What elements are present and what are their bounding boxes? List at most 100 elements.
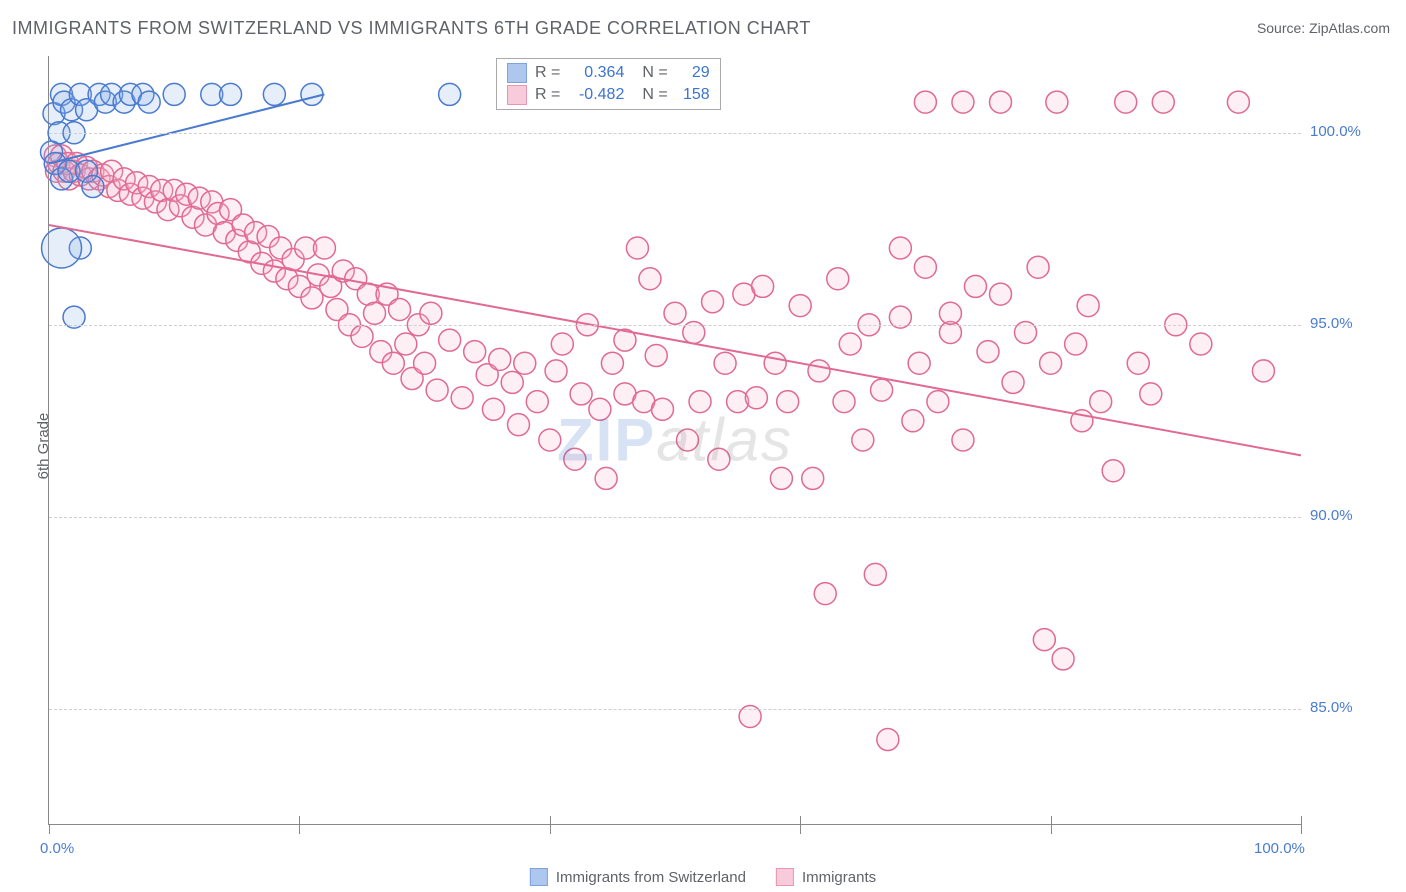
data-point — [645, 345, 667, 367]
data-point — [1040, 352, 1062, 374]
legend-label: Immigrants — [802, 869, 876, 886]
data-point — [802, 467, 824, 489]
x-tick-label: 0.0% — [40, 840, 74, 857]
data-point — [1065, 333, 1087, 355]
gridline-v — [299, 816, 300, 824]
correlation-stat-box: R = 0.364 N = 29 R = -0.482 N = 158 — [496, 58, 721, 110]
data-point — [313, 237, 335, 259]
y-tick-label: 95.0% — [1310, 315, 1353, 332]
gridline-v — [800, 816, 801, 824]
data-point — [263, 83, 285, 105]
gridline-v — [1051, 816, 1052, 824]
data-point — [589, 398, 611, 420]
legend-label: Immigrants from Switzerland — [556, 869, 746, 886]
data-point — [301, 83, 323, 105]
data-point — [439, 83, 461, 105]
data-point — [220, 83, 242, 105]
stat-n-value: 29 — [676, 64, 710, 82]
swatch-icon — [530, 868, 548, 886]
swatch-icon — [507, 63, 527, 83]
data-point — [420, 302, 442, 324]
data-point — [639, 268, 661, 290]
data-point — [914, 256, 936, 278]
data-point — [990, 91, 1012, 113]
data-point — [1152, 91, 1174, 113]
y-tick-label: 100.0% — [1310, 123, 1361, 140]
data-point — [364, 302, 386, 324]
data-point — [664, 302, 686, 324]
data-point — [677, 429, 699, 451]
source-label: Source: ZipAtlas.com — [1257, 20, 1390, 36]
stat-r-value: -0.482 — [568, 86, 624, 104]
data-point — [482, 398, 504, 420]
data-point — [1252, 360, 1274, 382]
data-point — [990, 283, 1012, 305]
x-tick — [1051, 824, 1052, 834]
y-tick-label: 85.0% — [1310, 699, 1353, 716]
data-point — [570, 383, 592, 405]
data-point — [451, 387, 473, 409]
stat-r-value: 0.364 — [568, 64, 624, 82]
data-point — [82, 176, 104, 198]
data-point — [952, 429, 974, 451]
data-point — [1090, 391, 1112, 413]
data-point — [1115, 91, 1137, 113]
stat-label: N = — [642, 86, 667, 104]
data-point — [539, 429, 561, 451]
data-point — [833, 391, 855, 413]
data-point — [489, 348, 511, 370]
gridline-h — [49, 325, 1301, 326]
data-point — [864, 563, 886, 585]
data-point — [651, 398, 673, 420]
data-point — [889, 237, 911, 259]
data-point — [163, 83, 185, 105]
y-tick-label: 90.0% — [1310, 507, 1353, 524]
data-point — [382, 352, 404, 374]
data-point — [745, 387, 767, 409]
gridline-h — [49, 709, 1301, 710]
data-point — [877, 729, 899, 751]
data-point — [601, 352, 623, 374]
data-point — [439, 329, 461, 351]
data-point — [714, 352, 736, 374]
data-point — [914, 91, 936, 113]
data-point — [351, 325, 373, 347]
data-point — [927, 391, 949, 413]
data-point — [1027, 256, 1049, 278]
stat-label: R = — [535, 86, 560, 104]
data-point — [1033, 629, 1055, 651]
x-tick — [1301, 824, 1302, 834]
stat-row-b: R = -0.482 N = 158 — [507, 85, 710, 105]
gridline-v — [1301, 816, 1302, 824]
data-point — [702, 291, 724, 313]
gridline-h — [49, 133, 1301, 134]
x-tick — [49, 824, 50, 834]
data-point — [138, 91, 160, 113]
data-point — [426, 379, 448, 401]
data-point — [764, 352, 786, 374]
data-point — [814, 583, 836, 605]
data-point — [395, 333, 417, 355]
data-point — [708, 448, 730, 470]
trend-line — [49, 225, 1301, 455]
swatch-icon — [507, 85, 527, 105]
data-point — [808, 360, 830, 382]
data-point — [1227, 91, 1249, 113]
data-point — [902, 410, 924, 432]
x-tick — [550, 824, 551, 834]
data-point — [839, 333, 861, 355]
data-point — [526, 391, 548, 413]
data-point — [689, 391, 711, 413]
legend-item-series-b: Immigrants — [776, 868, 876, 886]
data-point — [1102, 460, 1124, 482]
data-point — [42, 228, 82, 268]
x-tick — [299, 824, 300, 834]
plot-area: ZIPatlas — [48, 56, 1301, 825]
data-point — [908, 352, 930, 374]
data-point — [564, 448, 586, 470]
stat-label: N = — [642, 64, 667, 82]
data-point — [514, 352, 536, 374]
stat-n-value: 158 — [676, 86, 710, 104]
gridline-h — [49, 517, 1301, 518]
data-point — [770, 467, 792, 489]
